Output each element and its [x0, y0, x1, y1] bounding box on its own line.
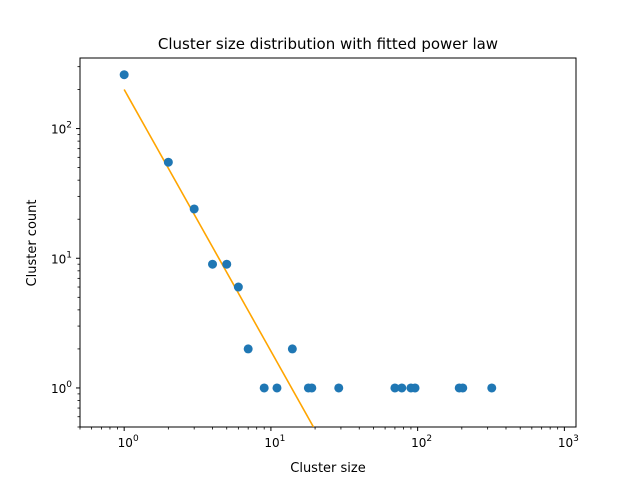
data-point: [458, 383, 468, 393]
y-axis-label: Cluster count: [25, 200, 40, 287]
data-point: [334, 383, 344, 393]
data-point: [208, 259, 218, 269]
x-tick-label: 103: [558, 434, 579, 450]
x-tick-label: 102: [411, 434, 432, 450]
data-point: [390, 383, 400, 393]
data-point: [243, 344, 253, 354]
data-point: [119, 70, 129, 80]
plot-area-frame: [79, 57, 577, 428]
data-point: [259, 383, 269, 393]
axis-ticks: 100 101 102 103 100 101 102: [51, 66, 579, 450]
data-point: [287, 344, 297, 354]
power-law-fit-line: [123, 89, 315, 427]
chart-title: Cluster size distribution with fitted po…: [158, 35, 498, 53]
x-tick-label: 100: [118, 434, 139, 450]
data-point: [189, 204, 199, 214]
plot-marks: [119, 70, 497, 427]
data-point: [233, 282, 243, 292]
data-point: [397, 383, 407, 393]
y-tick-label: 100: [51, 380, 72, 396]
data-point: [307, 383, 317, 393]
data-point: [163, 157, 173, 167]
data-point: [222, 259, 232, 269]
x-axis-label: Cluster size: [290, 461, 365, 476]
data-point: [487, 383, 497, 393]
data-point: [272, 383, 282, 393]
data-point: [410, 383, 420, 393]
x-tick-label: 101: [264, 434, 285, 450]
y-tick-label: 101: [51, 250, 72, 266]
y-tick-label: 102: [51, 121, 72, 137]
